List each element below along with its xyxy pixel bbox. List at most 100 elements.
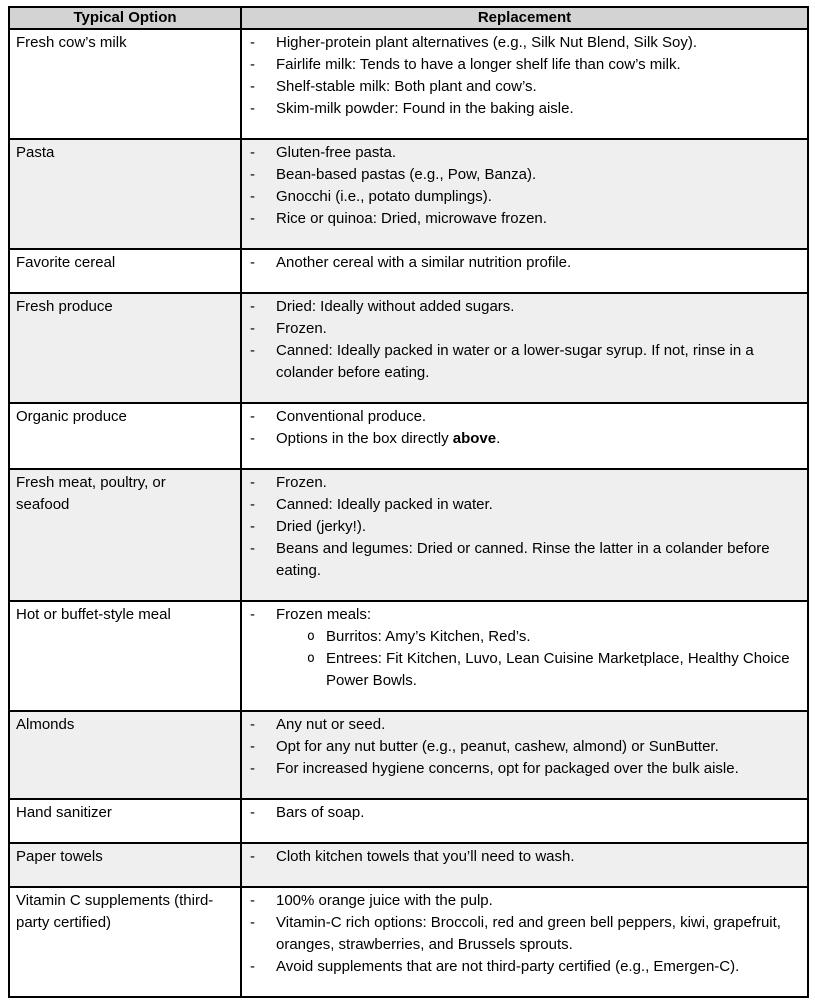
dash-bullet-marker: - [250,958,255,975]
text-segment: Conventional produce. [276,408,427,425]
table-row: Hand sanitizer - Bars of soap. [8,798,809,844]
replacement-cell: - Another cereal with a similar nutrition… [240,248,809,294]
bullet-text: Beans and legumes: Dried or canned. Rins… [276,538,799,582]
bullet-item: - Avoid supplements that are not third-pa… [248,956,799,978]
bullet-text: Canned: Ideally packed in water. [276,494,799,516]
text-segment: . [496,430,501,447]
dash-bullet-marker: - [250,34,255,51]
bullet-item: - Dried (jerky!). [248,516,799,538]
text-segment: Vitamin-C rich options: Broccoli, red an… [276,914,781,953]
bullet-item: - Canned: Ideally packed in water or a lo… [248,340,799,384]
bullet-text: Conventional produce. [276,406,799,428]
bullet-item: - Shelf-stable milk: Both plant and cow’s… [248,76,799,98]
bullet-item: - Beans and legumes: Dried or canned. Rin… [248,538,799,582]
text-segment: Beans and legumes: Dried or canned. Rins… [276,540,770,579]
dash-bullet-marker: - [250,166,255,183]
text-segment: Avoid supplements that are not third-par… [276,958,740,975]
dash-bullet-marker: - [250,914,255,931]
bullet-text: Options in the box directly above. [276,428,799,450]
text-segment: For increased hygiene concerns, opt for … [276,760,739,777]
dash-bullet-marker: - [250,848,255,865]
typical-option-cell: Organic produce [8,402,242,470]
text-segment: Higher-protein plant alternatives (e.g.,… [276,34,698,51]
dash-bullet-marker: - [250,320,255,337]
text-segment: Shelf-stable milk: Both plant and cow’s. [276,78,537,95]
dash-bullet-marker: - [250,100,255,117]
sub-bullet-item: o Entrees: Fit Kitchen, Luvo, Lean Cuisin… [248,648,799,692]
bullet-item: - Bars of soap. [248,802,799,824]
text-segment: Gnocchi (i.e., potato dumplings). [276,188,492,205]
dash-bullet-marker: - [250,540,255,557]
dash-bullet-marker: - [250,496,255,513]
bullet-text: Frozen meals: [276,604,799,626]
text-segment: Skim-milk powder: Found in the baking ai… [276,100,574,117]
replacement-cell: - Any nut or seed. - Opt for any nut butter… [240,710,809,800]
replacement-options-table: Typical Option Replacement Fresh cow’s m… [8,6,809,998]
typical-option-cell: Hand sanitizer [8,798,242,844]
bullet-item: - Gnocchi (i.e., potato dumplings). [248,186,799,208]
replacement-cell: - Cloth kitchen towels that you’ll need t… [240,842,809,888]
dash-bullet-marker: - [250,298,255,315]
dash-bullet-marker: - [250,474,255,491]
dash-bullet-marker: - [250,254,255,271]
typical-option-cell: Fresh cow’s milk [8,28,242,140]
text-segment: Canned: Ideally packed in water or a low… [276,342,754,381]
text-segment: Burritos: Amy’s Kitchen, Red’s. [326,628,531,645]
dash-bullet-marker: - [250,210,255,227]
text-segment: Another cereal with a similar nutrition … [276,254,572,271]
text-segment: Frozen. [276,474,327,491]
typical-option-cell: Fresh produce [8,292,242,404]
bullet-item: - For increased hygiene concerns, opt for… [248,758,799,780]
bullet-text: Rice or quinoa: Dried, microwave frozen. [276,208,799,230]
replacement-cell: - 100% orange juice with the pulp. - Vitami… [240,886,809,998]
bullet-text: Gnocchi (i.e., potato dumplings). [276,186,799,208]
bullet-text: Dried (jerky!). [276,516,799,538]
dash-bullet-marker: - [250,518,255,535]
bullet-text: Another cereal with a similar nutrition … [276,252,799,274]
table-row: Vitamin C supplements (third- party cert… [8,886,809,998]
bullet-item: - Options in the box directly above. [248,428,799,450]
table-row: Almonds - Any nut or seed. - Opt for any nut… [8,710,809,800]
bullet-text: Higher-protein plant alternatives (e.g.,… [276,32,799,54]
sub-bullet-item: o Burritos: Amy’s Kitchen, Red’s. [248,626,799,648]
dash-bullet-marker: - [250,144,255,161]
replacement-cell: - Conventional produce. - Options in the bo… [240,402,809,470]
dash-bullet-marker: - [250,804,255,821]
bullet-item: - Another cereal with a similar nutrition… [248,252,799,274]
bullet-text: Fairlife milk: Tends to have a longer sh… [276,54,799,76]
replacement-cell: - Dried: Ideally without added sugars. - Fr… [240,292,809,404]
typical-option-cell: Vitamin C supplements (third- party cert… [8,886,242,998]
typical-option-cell: Favorite cereal [8,248,242,294]
bullet-text: Opt for any nut butter (e.g., peanut, ca… [276,736,799,758]
table-header: Typical Option Replacement [8,6,809,30]
text-segment: 100% orange juice with the pulp. [276,892,493,909]
bullet-item: - Fairlife milk: Tends to have a longer s… [248,54,799,76]
table-row: Pasta - Gluten-free pasta. - Bean-based past… [8,138,809,250]
bullet-text: Skim-milk powder: Found in the baking ai… [276,98,799,120]
replacement-cell: - Higher-protein plant alternatives (e.g.… [240,28,809,140]
bullet-item: - Dried: Ideally without added sugars. [248,296,799,318]
bullet-item: - Vitamin-C rich options: Broccoli, red a… [248,912,799,956]
text-segment: Canned: Ideally packed in water. [276,496,493,513]
bullet-item: - Gluten-free pasta. [248,142,799,164]
bullet-text: For increased hygiene concerns, opt for … [276,758,799,780]
dash-bullet-marker: - [250,188,255,205]
dash-bullet-marker: - [250,738,255,755]
dash-bullet-marker: - [250,56,255,73]
text-segment: Entrees: Fit Kitchen, Luvo, Lean Cuisine… [326,650,790,689]
text-segment: Gluten-free pasta. [276,144,397,161]
text-segment: Dried (jerky!). [276,518,367,535]
dash-bullet-marker: - [250,430,255,447]
bullet-item: - Cloth kitchen towels that you’ll need t… [248,846,799,868]
bullet-text: Frozen. [276,318,799,340]
table-body: Fresh cow’s milk - Higher-protein plant al… [8,28,809,998]
bullet-text: Gluten-free pasta. [276,142,799,164]
dash-bullet-marker: - [250,342,255,359]
text-segment: above [452,430,497,447]
text-segment: Bars of soap. [276,804,365,821]
bullet-text: Any nut or seed. [276,714,799,736]
replacement-cell: - Frozen. - Canned: Ideally packed in water… [240,468,809,602]
bullet-text: Cloth kitchen towels that you’ll need to… [276,846,799,868]
bullet-text: Dried: Ideally without added sugars. [276,296,799,318]
